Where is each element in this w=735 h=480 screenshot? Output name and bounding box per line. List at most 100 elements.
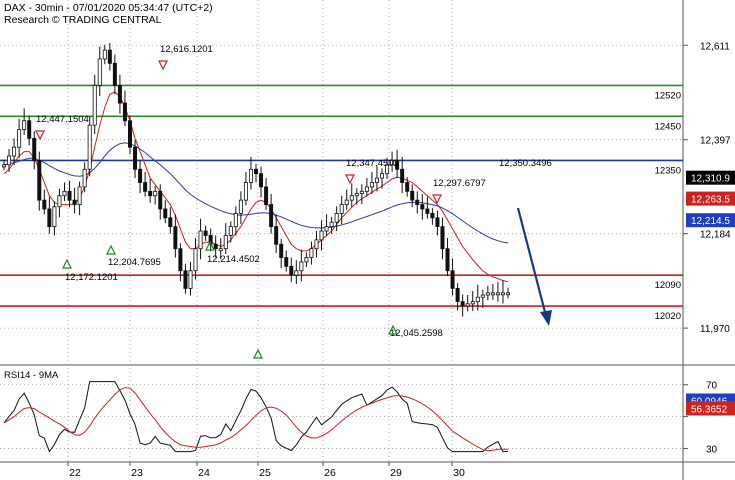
candle-body xyxy=(72,199,77,205)
candle-body xyxy=(279,243,284,258)
candle-body xyxy=(405,182,410,192)
candle-body xyxy=(284,257,289,267)
level-label: 12450 xyxy=(655,121,681,132)
candle-body xyxy=(374,177,379,183)
candle-body xyxy=(495,292,500,296)
candle-body xyxy=(334,212,339,223)
candle-body xyxy=(314,239,319,250)
candle-body xyxy=(440,226,445,250)
candle-body xyxy=(183,270,188,289)
candle-body xyxy=(480,294,485,298)
candle-body xyxy=(62,190,67,197)
moving-average-line xyxy=(3,91,509,283)
candle-body xyxy=(87,124,92,170)
price-tick-label: 12,184 xyxy=(700,230,731,241)
candle-body xyxy=(455,287,460,303)
candle-body xyxy=(117,85,122,104)
candle-body xyxy=(17,129,22,148)
candle-body xyxy=(470,301,475,305)
candle-body xyxy=(319,230,324,241)
candle-body xyxy=(359,190,364,194)
rsi-badge xyxy=(686,401,735,416)
candle-body xyxy=(445,248,450,272)
price-badge xyxy=(686,213,735,228)
candle-body xyxy=(143,182,148,192)
candle-body xyxy=(369,182,374,188)
rsi-title: RSI14 - 9MA xyxy=(4,370,59,381)
low-marker xyxy=(388,324,398,335)
candle-body xyxy=(67,190,72,201)
candle-body xyxy=(490,292,495,296)
candle-body xyxy=(430,212,435,219)
candle-body xyxy=(22,120,27,130)
high-marker xyxy=(345,174,355,185)
candle-body xyxy=(193,248,198,272)
candle-body xyxy=(505,292,510,296)
candle-body xyxy=(248,168,253,183)
price-badge-label: 12,310.9 xyxy=(691,174,730,185)
candle-body xyxy=(122,102,127,122)
candle-body xyxy=(138,168,143,183)
candle-body xyxy=(415,199,420,205)
candle-body xyxy=(153,190,158,197)
candle-body xyxy=(395,160,400,170)
candle-body xyxy=(364,186,369,192)
candle-body xyxy=(304,257,309,263)
candle-body xyxy=(465,303,470,307)
candle-body xyxy=(188,270,193,289)
candle-body xyxy=(228,226,233,236)
rsi-ma-line xyxy=(3,387,508,452)
candle-body xyxy=(168,217,173,228)
candle-body xyxy=(27,120,32,139)
time-tick-label: 23 xyxy=(131,467,143,479)
candle-body xyxy=(218,248,223,252)
time-tick-label: 24 xyxy=(198,467,210,479)
candle-body xyxy=(173,226,178,250)
price-annotation: 12,204.7695 xyxy=(108,257,161,268)
rsi-tick-label: 30 xyxy=(706,444,718,455)
candle-body xyxy=(450,270,455,289)
candle-body xyxy=(198,230,203,250)
low-marker xyxy=(253,348,263,359)
level-label: 12350 xyxy=(655,165,681,176)
candle-body xyxy=(178,248,183,272)
high-marker xyxy=(158,60,168,71)
price-badge xyxy=(686,170,735,185)
time-tick-label: 25 xyxy=(259,467,271,479)
candle-body xyxy=(97,58,102,86)
candle-body xyxy=(253,168,258,175)
price-annotation: 12,447.1504 xyxy=(36,114,89,125)
price-badge-label: 12,263.5 xyxy=(691,195,730,206)
chart-title: DAX - 30min - 07/01/2020 05:34:47 (UTC+2… xyxy=(4,2,213,14)
candle-body xyxy=(112,62,117,86)
candle-body xyxy=(324,226,329,232)
candle-body xyxy=(289,265,294,276)
candle-body xyxy=(102,49,107,60)
candle-body xyxy=(12,146,17,157)
candle-body xyxy=(32,137,37,161)
time-tick-label: 29 xyxy=(390,467,402,479)
price-badge xyxy=(686,191,735,206)
time-tick-label: 30 xyxy=(453,467,465,479)
price-tick-label: 11,970 xyxy=(700,324,730,335)
candle-body xyxy=(203,230,208,236)
candle-body xyxy=(460,301,465,307)
candle-body xyxy=(410,190,415,201)
high-marker xyxy=(432,194,442,205)
candle-body xyxy=(163,208,168,219)
candle-body xyxy=(158,190,163,210)
time-tick-label: 26 xyxy=(324,467,336,479)
candle-body xyxy=(485,292,490,296)
price-tick-label: 12,397 xyxy=(700,136,731,147)
candle-body xyxy=(294,270,299,276)
rsi-badge-label: 56.3652 xyxy=(691,404,728,415)
candle-body xyxy=(2,164,7,168)
price-badge-label: 12,214.5 xyxy=(691,216,730,227)
candle-body xyxy=(299,261,304,272)
candle-body xyxy=(92,85,97,126)
price-annotation: 12,616.1201 xyxy=(160,44,213,55)
price-annotation: 12,297.6797 xyxy=(433,178,486,189)
forecast-arrow-head xyxy=(540,310,552,326)
candle-body xyxy=(435,217,440,228)
candle-body xyxy=(309,248,314,258)
